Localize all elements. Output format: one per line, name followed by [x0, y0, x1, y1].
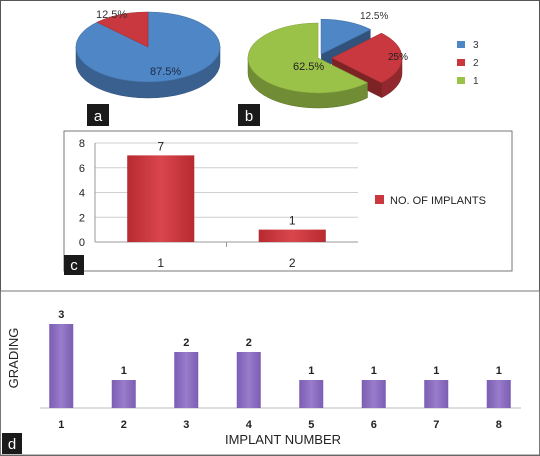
chart-c-data-labels: 71 — [157, 139, 296, 227]
legend-b-swatch-2 — [457, 59, 465, 66]
chart-d-x-tick-label: 3 — [183, 419, 189, 431]
panel-d: 3 1 2 2 1 1 1 1 1 2 3 4 5 6 7 8 IMPLANT NUMBER GRADING… — [0, 290, 540, 456]
panel-b-letter: b — [245, 108, 253, 125]
legend-b: 3 2 1 — [457, 40, 479, 87]
pie-a-slice-1 — [96, 11, 149, 48]
pie-b-label-1: 62.5% — [293, 61, 324, 73]
chart-d-bar-4 — [236, 352, 261, 408]
chart-c-x-tick-label: 1 — [157, 256, 164, 270]
chart-d-bar-2 — [111, 380, 136, 408]
chart-d-bar-8 — [486, 380, 511, 408]
chart-d-x-tick-label: 2 — [121, 419, 127, 431]
pie-b-label-3: 12.5% — [360, 11, 388, 22]
chart-d-bar-3 — [174, 352, 199, 408]
chart-d-x-tick-label: 4 — [246, 419, 253, 431]
legend-b-swatch-3 — [457, 41, 465, 48]
chart-c-y-tick-label: 6 — [79, 163, 85, 175]
chart-d-x-ticks: 1 2 3 4 5 6 7 8 — [58, 419, 502, 431]
chart-c-y-tick-label: 0 — [79, 237, 85, 249]
panel-c-frame — [63, 130, 513, 272]
pie-a-label-small: 12.5% — [96, 9, 127, 21]
chart-d-x-tick-label: 7 — [433, 419, 439, 431]
chart-d-bar-5 — [299, 380, 324, 408]
panel-b: 12.5% 25% 62.5% 3 2 1 b — [238, 11, 479, 126]
legend-b-swatch-1 — [457, 77, 465, 84]
chart-d-bars — [49, 324, 511, 408]
legend-b-entry-3: 3 — [473, 40, 479, 51]
panel-c-label-box — [64, 255, 84, 275]
chart-d-data-label: 1 — [371, 365, 377, 377]
chart-d-bar-6 — [361, 380, 386, 408]
panel-a: 87.5% 12.5% a — [75, 9, 221, 126]
chart-c-bars — [127, 155, 326, 242]
pie-chart-a — [75, 11, 221, 99]
chart-d-data-label: 2 — [183, 337, 189, 349]
chart-d-data-label: 1 — [496, 365, 502, 377]
pie-b-slice-1 — [331, 32, 403, 84]
legend-b-entry-2: 2 — [473, 58, 479, 69]
chart-c-y-ticks: 0 2 4 6 8 — [79, 138, 85, 249]
legend-b-entry-1: 1 — [473, 76, 479, 87]
chart-d-x-tick-label: 6 — [371, 419, 377, 431]
chart-c-x-tick-label: 2 — [289, 256, 296, 270]
chart-d-x-tick-label: 8 — [496, 419, 502, 431]
pie-b-slice-0 — [320, 18, 372, 55]
chart-d-data-labels: 3 1 2 2 1 1 1 1 — [58, 309, 502, 377]
legend-c: NO. OF IMPLANTS — [375, 195, 486, 207]
panel-c-letter: c — [70, 257, 78, 274]
chart-d-data-label: 3 — [58, 309, 64, 321]
panel-d-frame — [0, 290, 540, 456]
chart-d-x-tick-label: 1 — [58, 419, 64, 431]
chart-d-data-label: 1 — [121, 365, 127, 377]
panel-d-label-box — [2, 433, 22, 454]
chart-d-x-tick-label: 5 — [308, 419, 314, 431]
panel-a-letter: a — [94, 108, 103, 125]
legend-c-entry: NO. OF IMPLANTS — [390, 195, 486, 207]
chart-c-y-tick-label: 4 — [79, 188, 85, 200]
chart-d-data-label: 2 — [246, 337, 252, 349]
chart-d-y-axis-title: GRADING — [6, 328, 21, 389]
chart-d-data-label: 1 — [308, 365, 314, 377]
chart-c-bar-2 — [258, 229, 326, 242]
panel-a-label-box — [87, 104, 109, 126]
chart-d-bar-7 — [424, 380, 449, 408]
legend-c-swatch — [375, 195, 384, 204]
pie-a-label-large: 87.5% — [150, 66, 181, 78]
chart-d-x-axis-title: IMPLANT NUMBER — [225, 432, 341, 447]
panel-b-label-box — [238, 104, 260, 126]
chart-c-data-label: 7 — [157, 139, 164, 153]
chart-c-data-label: 1 — [289, 214, 296, 228]
pie-b-label-2: 25% — [388, 52, 408, 63]
panel-d-letter: d — [8, 436, 16, 453]
chart-c-bar-1 — [127, 155, 195, 242]
pie-chart-b — [247, 18, 403, 109]
pie-b-slice-2 — [247, 22, 369, 94]
chart-c-y-tick-label: 8 — [79, 138, 85, 150]
chart-d-bar-1 — [49, 324, 74, 408]
chart-d-data-label: 1 — [433, 365, 439, 377]
chart-c-y-tick-label: 2 — [79, 212, 85, 224]
